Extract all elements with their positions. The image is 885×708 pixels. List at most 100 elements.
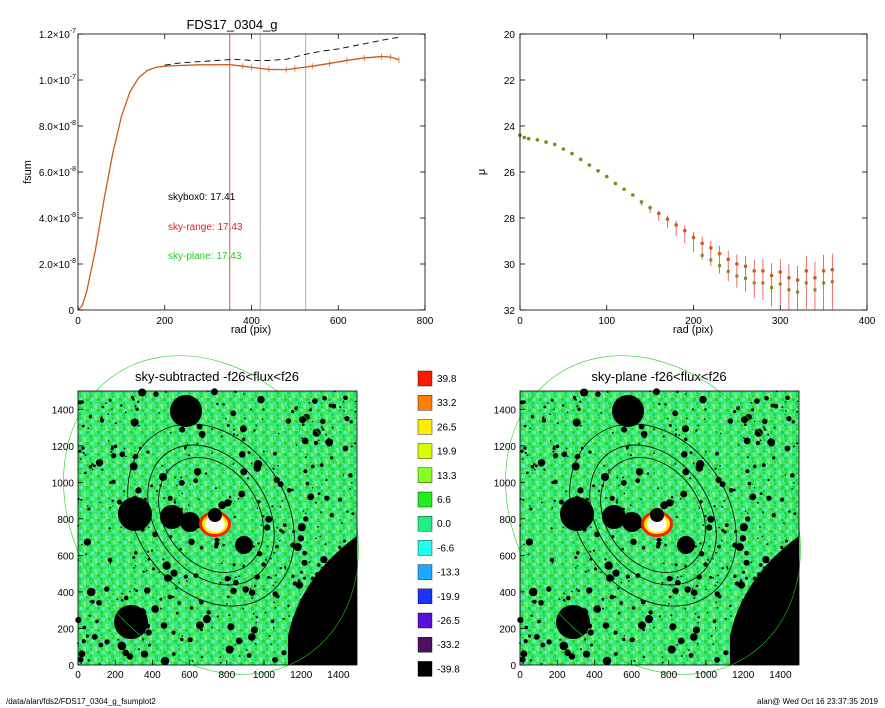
masked-star <box>560 497 594 531</box>
mu-point <box>522 135 527 140</box>
masked-source <box>584 570 587 573</box>
masked-source <box>270 557 272 560</box>
masked-source <box>575 399 578 401</box>
masked-source <box>712 557 714 560</box>
sky-subtracted-x-ticks: 0 200 400 600 800 1000 1200 1400 <box>75 660 350 681</box>
colorbar-label: -33.2 <box>437 640 460 651</box>
y-tick-label: 200 <box>57 624 74 635</box>
mu-point-green <box>718 264 722 268</box>
y-tick-label: 1400 <box>494 405 517 416</box>
sky-subtracted-frame <box>77 390 358 666</box>
masked-source <box>171 630 176 635</box>
masked-source <box>715 451 719 456</box>
masked-source <box>144 587 151 594</box>
masked-source <box>664 403 667 406</box>
mu-point <box>795 278 800 282</box>
masked-source <box>273 551 275 554</box>
y-tick-label: 200 <box>499 624 516 635</box>
masked-source <box>180 476 183 479</box>
masked-source <box>312 398 318 404</box>
masked-source <box>309 408 313 412</box>
masked-source <box>286 488 292 493</box>
masked-source <box>220 661 222 664</box>
masked-source <box>630 454 633 457</box>
masked-source <box>237 497 240 500</box>
masked-source <box>303 516 309 522</box>
mu-point <box>769 273 774 278</box>
masked-source <box>559 638 562 641</box>
masked-source <box>620 581 623 584</box>
mu-point <box>717 251 722 256</box>
masked-source <box>117 499 122 505</box>
mu-plot: 0 100 200 300 400 20 22 24 26 28 30 32 rad (pix) μ <box>476 30 876 336</box>
masked-source <box>656 487 659 490</box>
masked-source <box>301 559 308 566</box>
masked-source <box>762 511 764 514</box>
masked-source <box>219 656 222 658</box>
masked-source <box>766 495 772 501</box>
x-tick-label: 200 <box>107 670 124 681</box>
masked-source <box>739 535 747 542</box>
masked-source <box>87 427 90 430</box>
masked-source <box>692 462 695 465</box>
mu-point <box>648 205 652 210</box>
masked-source <box>107 440 110 442</box>
masked-source <box>581 394 583 397</box>
masked-source <box>255 616 258 619</box>
masked-source <box>252 545 255 548</box>
masked-source <box>522 498 525 501</box>
masked-source <box>680 490 687 498</box>
masked-source <box>762 556 770 564</box>
masked-source <box>549 557 555 563</box>
masked-source <box>628 580 630 582</box>
masked-source <box>571 590 573 593</box>
masked-source <box>533 463 536 466</box>
masked-source <box>199 546 204 550</box>
masked-source <box>198 498 200 501</box>
y-tick-label: 800 <box>499 515 516 526</box>
masked-source <box>519 656 526 663</box>
masked-source <box>124 411 127 414</box>
masked-source <box>160 622 168 629</box>
masked-source <box>666 499 674 507</box>
colorbar-swatch <box>417 612 433 629</box>
masked-source <box>264 611 267 614</box>
masked-source <box>81 639 86 644</box>
masked-source <box>211 388 218 396</box>
masked-source <box>743 559 750 566</box>
masked-source <box>605 497 607 499</box>
masked-source <box>216 615 219 618</box>
mu-point-green <box>770 286 774 289</box>
masked-source <box>111 499 114 502</box>
masked-source <box>619 601 623 605</box>
masked-source <box>559 641 569 651</box>
masked-source <box>523 446 527 450</box>
mu-point <box>535 138 540 142</box>
masked-source <box>764 396 769 401</box>
masked-source <box>653 388 660 396</box>
masked-source <box>780 497 785 502</box>
masked-source <box>251 597 253 599</box>
masked-source <box>348 473 353 478</box>
masked-source <box>271 505 274 508</box>
masked-source <box>275 574 277 577</box>
masked-source <box>125 455 127 458</box>
masked-source <box>681 451 688 458</box>
masked-source <box>87 505 89 507</box>
masked-source <box>562 598 566 602</box>
y-tick-label: 20 <box>504 30 516 41</box>
aperture-ellipse-green <box>505 355 801 675</box>
masked-source <box>254 642 257 645</box>
masked-source <box>715 601 718 604</box>
masked-source <box>295 581 304 589</box>
masked-source <box>82 451 85 454</box>
masked-source <box>648 610 653 615</box>
masked-source <box>672 410 679 417</box>
y-tick-label: 4.0×10-8 <box>39 212 76 225</box>
colorbar-swatch <box>417 395 433 411</box>
masked-source <box>558 598 561 601</box>
masked-source <box>230 410 237 417</box>
masked-source <box>141 650 149 658</box>
masked-source <box>742 570 745 574</box>
y-tick-label: 1200 <box>494 442 517 453</box>
